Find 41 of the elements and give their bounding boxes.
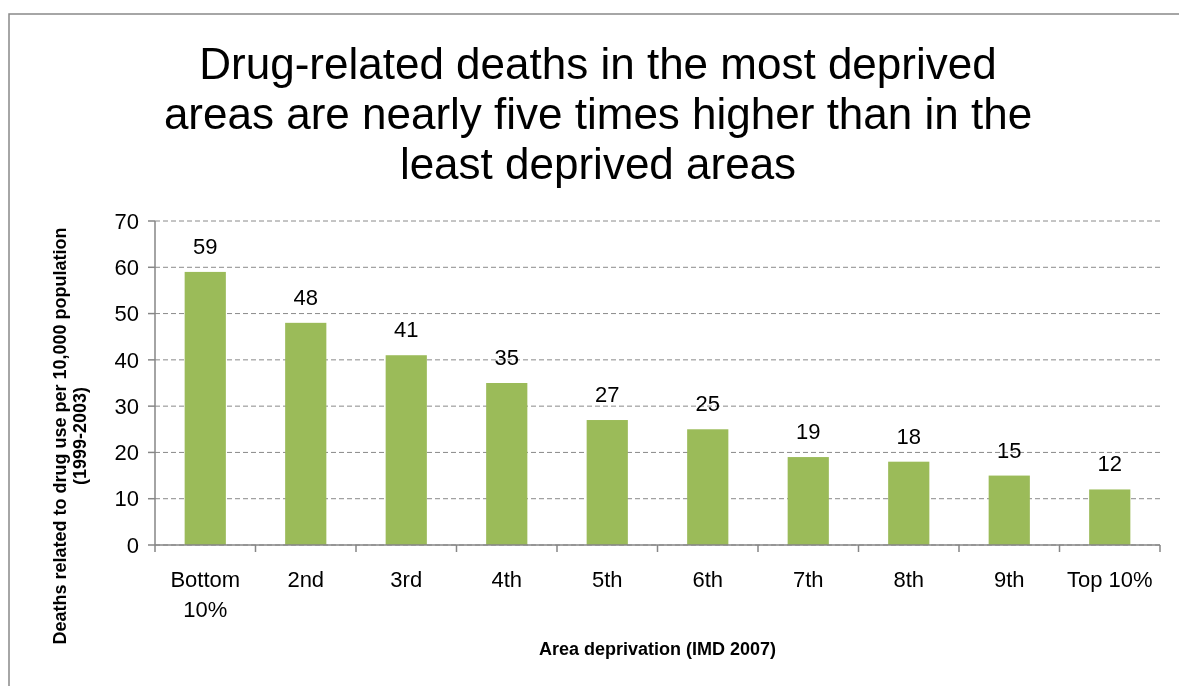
bar	[888, 461, 930, 545]
x-tick-label: 6th	[692, 567, 724, 592]
x-tick-label: Top 10%	[1066, 567, 1153, 592]
data-label: 35	[494, 345, 519, 370]
bar	[586, 420, 628, 545]
y-tick-label: 40	[114, 347, 139, 373]
x-tick-label: 5th	[591, 567, 623, 592]
y-tick-label: 20	[114, 440, 139, 466]
y-tick-label: 60	[114, 254, 139, 280]
bar	[385, 355, 427, 545]
x-tick-label: 8th	[893, 567, 925, 592]
bar	[1089, 489, 1131, 545]
bar	[787, 457, 829, 545]
y-tick-label: 50	[114, 301, 139, 327]
y-tick-label: 0	[126, 532, 139, 558]
y-axis-title: Deaths related to drug use per 10,000 population (1999-2003)	[50, 227, 90, 645]
bar	[285, 322, 327, 545]
x-tick-label: 2nd	[287, 567, 325, 592]
data-label: 12	[1097, 451, 1122, 477]
x-tick-label: 7th	[792, 567, 824, 592]
y-tick-label: 70	[114, 208, 139, 234]
data-label: 25	[695, 391, 720, 417]
data-label: 59	[193, 233, 218, 259]
x-tick-label: 9th	[993, 567, 1025, 592]
bar	[184, 271, 226, 545]
data-label: 19	[796, 419, 821, 445]
chart-title: Drug-related deaths in the most deprived areas are nearly five times higher than in the least deprived areas	[163, 39, 1033, 188]
data-label: 48	[293, 284, 318, 310]
bar	[988, 475, 1030, 545]
data-label: 18	[896, 423, 921, 449]
x-axis-title: Area deprivation (IMD 2007)	[538, 639, 777, 659]
bar	[687, 429, 729, 545]
x-tick-label: 3rd	[390, 567, 423, 592]
x-tick-label: 4th	[491, 567, 523, 592]
y-tick-label: 10	[114, 486, 139, 512]
y-tick-label: 30	[114, 393, 139, 419]
bar	[486, 383, 528, 545]
data-label: 27	[595, 382, 620, 408]
data-label: 15	[997, 437, 1022, 463]
x-tick-label: Bottom 10%	[170, 567, 241, 622]
data-label: 41	[394, 317, 419, 343]
